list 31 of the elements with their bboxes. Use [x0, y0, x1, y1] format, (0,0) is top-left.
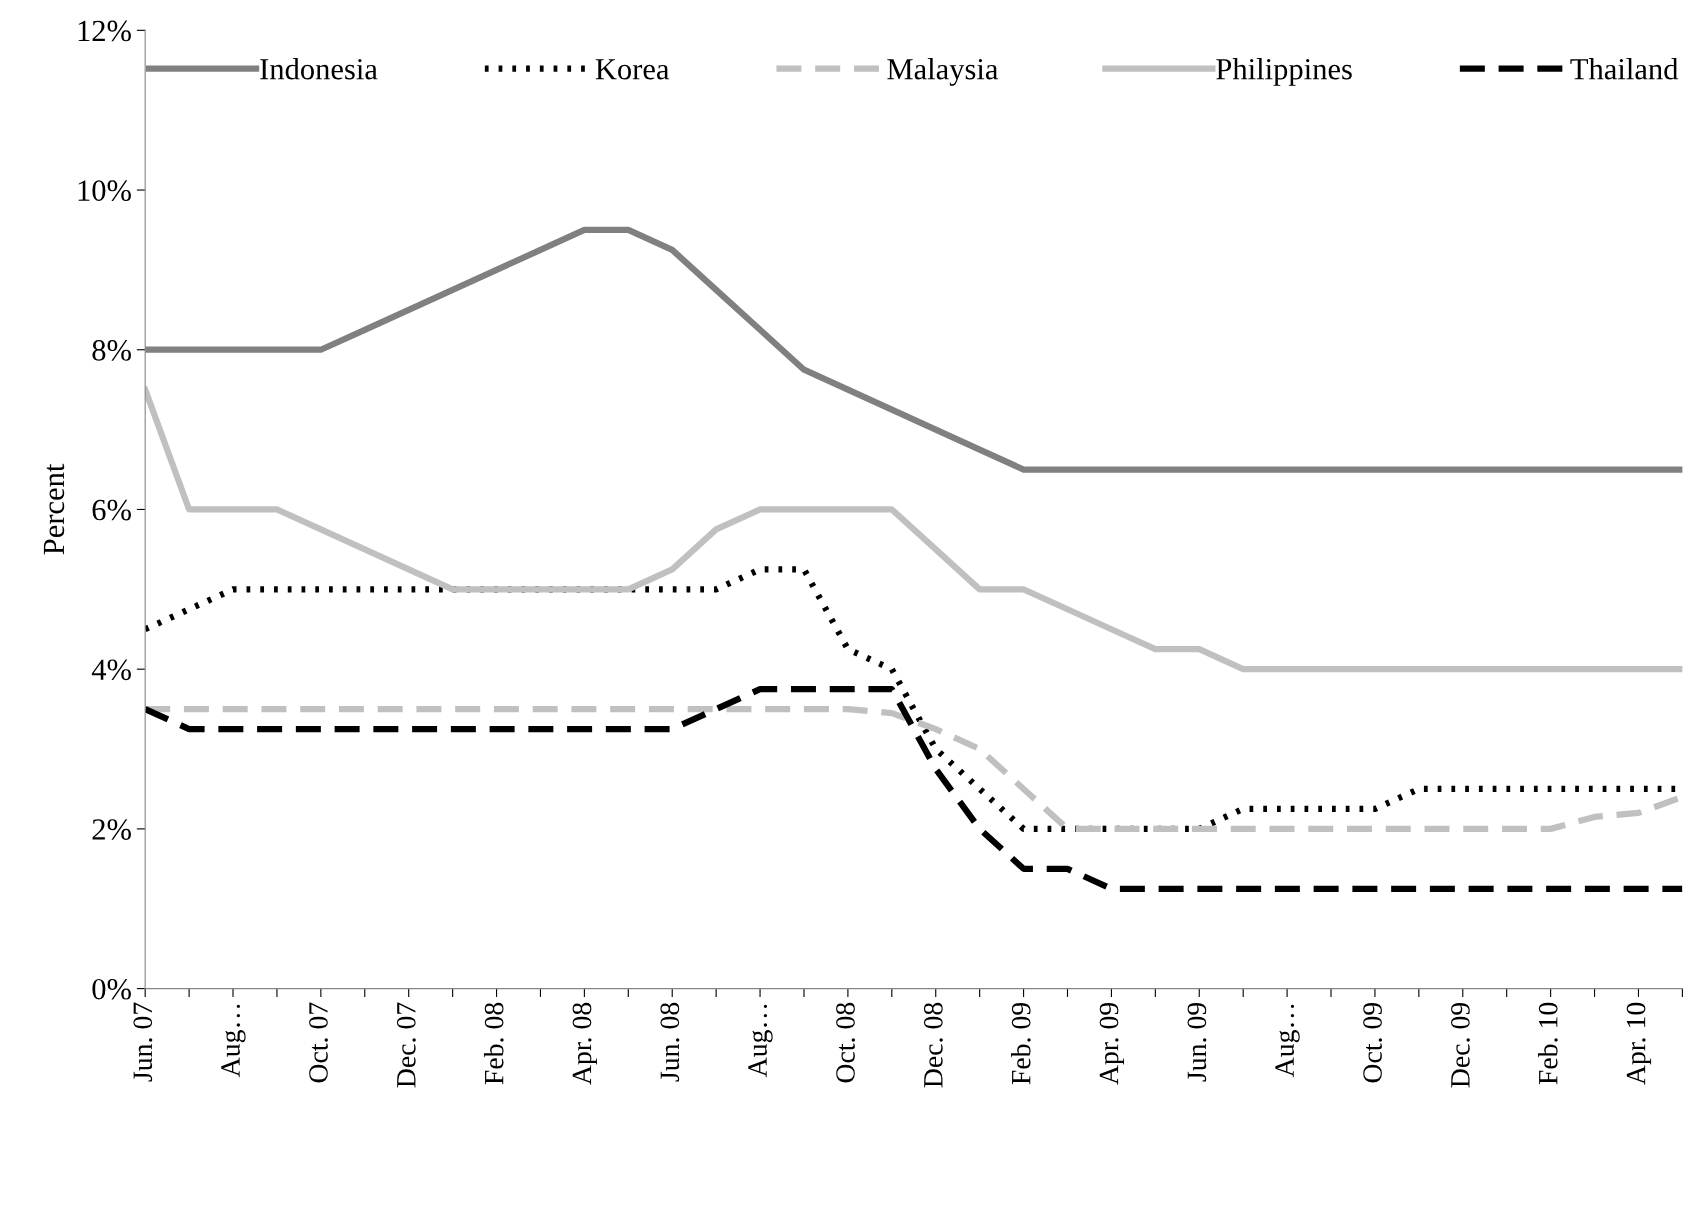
legend-label: Thailand: [1570, 58, 1679, 80]
legend-label: Indonesia: [260, 58, 378, 80]
x-tick-label: Jun. 08: [660, 1002, 680, 1082]
y-tick-label: 12%: [78, 20, 131, 42]
x-tick-label: Apr. 08: [572, 1002, 597, 1085]
x-tick-label: Jun. 07: [133, 1002, 153, 1082]
y-tick-label: 0%: [92, 978, 131, 1000]
y-tick-label: 4%: [91, 659, 131, 681]
x-tick-label: Oct. 07: [309, 1002, 328, 1083]
legend-label: Philippines: [1216, 58, 1352, 86]
x-tick-label: Feb. 10: [1538, 1002, 1558, 1085]
y-tick-label: 8%: [92, 340, 131, 361]
y-tick-label: 10%: [78, 180, 131, 202]
y-tick-label: 6%: [92, 499, 131, 521]
y-axis-title: Percent: [43, 463, 65, 555]
x-tick-label: Dec. 07: [396, 1002, 416, 1088]
x-tick-label: Aug…: [221, 1004, 246, 1078]
x-tick-label: Aug…: [748, 1004, 773, 1078]
x-tick-label: Oct. 09: [1363, 1002, 1383, 1083]
x-tick-label: Apr. 10: [1626, 1002, 1652, 1085]
x-tick-label: Aug…: [1275, 1004, 1300, 1078]
x-tick-label: Dec. 09: [1450, 1002, 1470, 1088]
x-tick-label: Feb. 09: [1010, 1002, 1031, 1085]
x-tick-label: Apr. 09: [1099, 1002, 1125, 1085]
y-tick-label: 2%: [92, 819, 131, 840]
legend-label: Malaysia: [887, 58, 999, 86]
x-tick-label: Jun. 09: [1187, 1002, 1207, 1082]
x-tick-label: Dec. 08: [923, 1002, 943, 1088]
legend-label: Korea: [595, 59, 670, 80]
x-tick-label: Oct. 08: [836, 1002, 855, 1083]
x-tick-label: Feb. 08: [483, 1002, 504, 1085]
